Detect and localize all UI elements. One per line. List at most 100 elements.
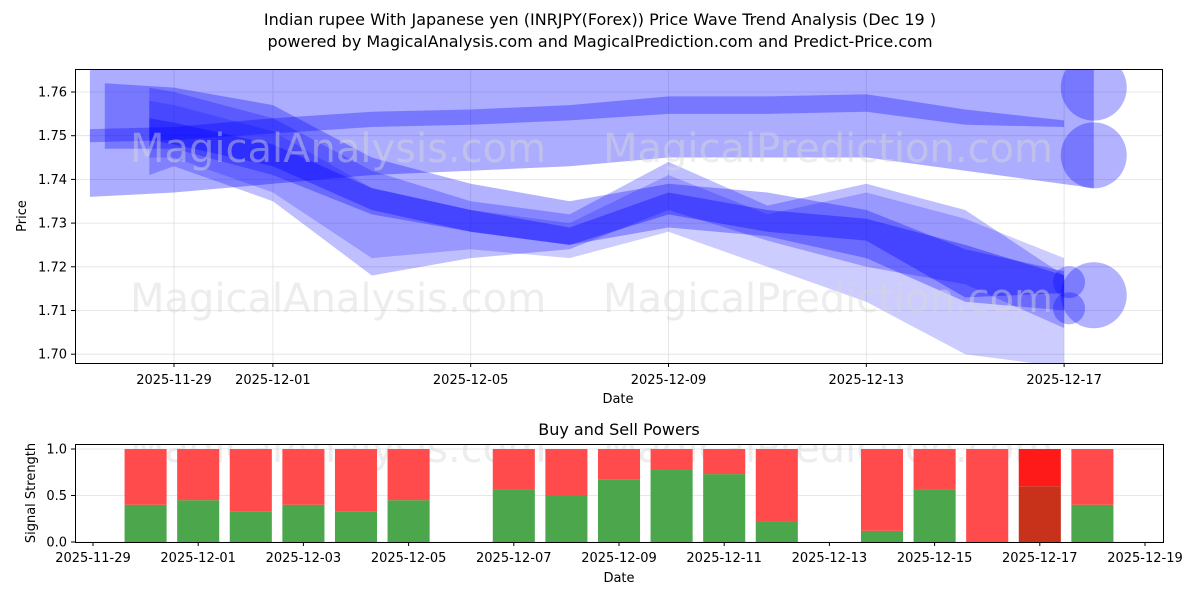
falling-band-3: [149, 100, 1065, 363]
band-end-cap: [1053, 292, 1086, 325]
bar-2025-12-18: [1071, 449, 1114, 542]
y-tick-label: 1.72: [38, 260, 67, 275]
core-trend-band: [149, 118, 1065, 298]
bar-2025-11-30: [124, 449, 167, 542]
bar-2025-12-14: [860, 449, 904, 542]
band-end-cap: [1060, 70, 1127, 121]
buy-bar: [334, 511, 378, 542]
bar-2025-12-04: [334, 449, 378, 542]
main-y-axis: 1.70 1.71 1.72 1.73 1.74 1.75 1.76: [38, 86, 75, 363]
band-end-cap: [1060, 122, 1127, 189]
main-x-axis: 2025-11-29 2025-12-01 2025-12-05 2025-12-09…: [136, 363, 1102, 388]
x-tick-label: 2025-12-09: [631, 373, 707, 388]
chart-subtitle: powered by MagicalAnalysis.com and Magic…: [267, 32, 933, 51]
x-tick-label: 2025-12-05: [433, 373, 509, 388]
bar-2025-12-09: [597, 449, 641, 542]
buy-bar: [229, 511, 272, 542]
buy-bar: [913, 489, 956, 542]
buy-bar: [545, 495, 588, 542]
x-tick-label: 2025-12-01: [235, 373, 311, 388]
x-tick-label: 2025-12-09: [581, 551, 657, 566]
bar-2025-12-11: [703, 449, 746, 542]
x-tick-label: 2025-12-19: [1107, 551, 1183, 566]
sell-bar: [703, 449, 746, 475]
sell-bar: [1071, 449, 1114, 505]
sell-bar: [860, 449, 904, 531]
sell-bar: [229, 449, 272, 512]
main-gridlines: [76, 70, 1162, 363]
buy-bar: [597, 479, 641, 542]
sub-y-axis: 0.0 0.5 1.0: [46, 443, 75, 551]
sell-bar: [282, 449, 325, 505]
buy-bar: [1071, 504, 1114, 542]
buy-bar: [177, 500, 220, 542]
sub-y-axis-label: Signal Strength: [24, 443, 39, 543]
falling-band-2: [149, 87, 1065, 328]
x-tick-label: 2025-12-13: [829, 373, 905, 388]
bar-2025-12-17: [1018, 449, 1061, 542]
y-tick-label: 1.76: [38, 86, 67, 101]
bar-2025-12-01: [177, 449, 220, 542]
buy-bar: [282, 504, 325, 542]
falling-band-1: [104, 83, 1065, 311]
x-tick-label: 2025-12-05: [371, 551, 447, 566]
upper-trend-band: [89, 94, 1065, 143]
y-tick-label: 0.0: [46, 536, 67, 551]
watermark-text: MagicalPrediction.com: [603, 276, 1053, 322]
buy-sell-title: Buy and Sell Powers: [538, 420, 700, 439]
sell-bar: [1018, 449, 1061, 487]
y-tick-label: 1.75: [38, 129, 67, 144]
watermark-text: MagicalPrediction.com: [603, 126, 1053, 172]
chart-title: Indian rupee With Japanese yen (INRJPY(F…: [263, 10, 937, 29]
bar-2025-12-02: [229, 449, 272, 542]
bar-2025-12-16: [966, 449, 1009, 542]
sell-bar: [177, 449, 220, 501]
x-tick-label: 2025-12-01: [160, 551, 236, 566]
bar-2025-12-05: [387, 449, 430, 542]
wide-upper-band: [89, 70, 1094, 197]
x-tick-label: 2025-12-11: [686, 551, 762, 566]
buy-bar: [703, 474, 746, 542]
bar-2025-12-07: [492, 449, 535, 542]
main-x-axis-label: Date: [602, 392, 633, 407]
y-tick-label: 1.0: [46, 443, 67, 458]
buy-bar: [860, 530, 904, 542]
bar-2025-12-15: [913, 449, 956, 542]
x-tick-label: 2025-12-15: [897, 551, 973, 566]
y-tick-label: 1.71: [38, 304, 67, 319]
x-tick-label: 2025-12-13: [792, 551, 868, 566]
x-tick-label: 2025-12-17: [1002, 551, 1078, 566]
buy-bar: [650, 469, 693, 542]
x-tick-label: 2025-12-07: [476, 551, 552, 566]
y-tick-label: 0.5: [46, 489, 67, 504]
sell-bar: [913, 449, 956, 490]
x-tick-label: 2025-11-29: [136, 373, 212, 388]
band-end-cap: [1053, 266, 1086, 299]
sell-bar: [966, 449, 1009, 542]
x-tick-label: 2025-11-29: [55, 551, 131, 566]
watermark-text: MagicalAnalysis.com: [130, 276, 546, 322]
sell-bar: [387, 449, 430, 501]
buy-bar: [387, 500, 430, 542]
buy-sell-bars: [124, 449, 1114, 542]
buy-bar: [124, 504, 167, 542]
sub-x-axis: 2025-11-29 2025-12-01 2025-12-03 2025-12-05…: [55, 542, 1183, 566]
y-tick-label: 1.74: [38, 173, 67, 188]
watermark-text: MagicalAnalysis.com: [130, 126, 546, 172]
main-watermarks: MagicalAnalysis.com MagicalPrediction.com…: [130, 126, 1053, 322]
bar-2025-12-10: [650, 449, 693, 542]
sell-bar: [755, 449, 798, 522]
sell-bar: [334, 449, 378, 512]
bar-2025-12-03: [282, 449, 325, 542]
main-y-axis-label: Price: [15, 200, 30, 232]
sell-bar: [597, 449, 641, 480]
sell-bar: [545, 449, 588, 496]
sell-bar: [124, 449, 167, 505]
bar-2025-12-12: [755, 449, 798, 542]
price-wave-bands: [89, 70, 1127, 363]
sub-x-axis-label: Date: [603, 571, 634, 586]
y-tick-label: 1.70: [38, 348, 67, 363]
main-plot-frame: [75, 69, 1163, 364]
y-tick-label: 1.73: [38, 217, 67, 232]
